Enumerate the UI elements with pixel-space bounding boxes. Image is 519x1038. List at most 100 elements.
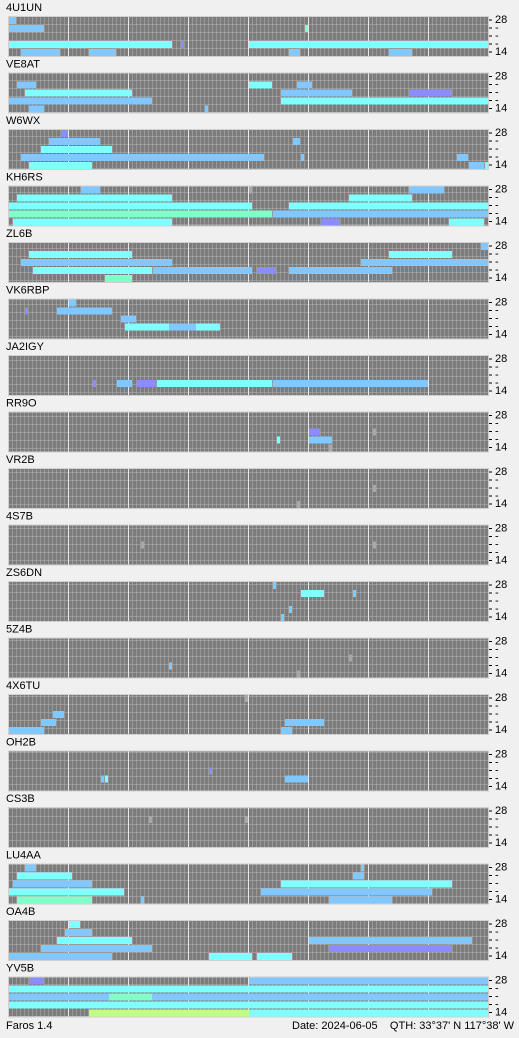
signal-cell [249, 1009, 488, 1017]
band-label: 14 [495, 46, 507, 58]
band-label: - [495, 191, 499, 203]
band-label: 14 [495, 667, 507, 679]
signal-cell [329, 444, 332, 452]
band-label: 28 [495, 861, 507, 873]
beacon-name: OH2B [6, 736, 36, 748]
band-label: 28 [495, 70, 507, 82]
grid-border [8, 72, 489, 114]
band-label: - [495, 772, 499, 784]
band-label: - [495, 369, 499, 381]
signal-cell [29, 251, 132, 258]
signal-cell [297, 81, 312, 89]
signal-cell [273, 210, 488, 218]
qth: QTH: 33°37' N 117°38' W [390, 1020, 515, 1032]
beacon-name: VK6RBP [6, 284, 49, 296]
signal-cell [373, 541, 376, 549]
signal-cell [9, 210, 272, 218]
grid-border [8, 920, 489, 961]
band-label: - [495, 764, 499, 776]
signal-cell [409, 186, 444, 194]
signal-cell [17, 81, 36, 89]
band-label: - [495, 990, 499, 1002]
band-label: - [495, 708, 499, 720]
band-label: - [495, 361, 499, 373]
band-label: - [495, 143, 499, 155]
grid-border [8, 524, 489, 566]
signal-cell [181, 41, 184, 48]
signal-cell [457, 154, 468, 161]
signal-cell [249, 977, 488, 985]
beacon-name: ZL6B [6, 228, 32, 240]
grid-border [8, 581, 489, 622]
signal-cell [57, 307, 112, 315]
band-label: 28 [495, 240, 507, 252]
signal-cell [41, 945, 152, 952]
signal-cell [9, 985, 488, 993]
signal-cell [17, 194, 172, 202]
band-label: 28 [495, 918, 507, 930]
signal-cell [273, 380, 428, 387]
beacon-name: LU4AA [6, 849, 42, 861]
signal-cell [137, 380, 156, 387]
band-label: - [495, 474, 499, 486]
band-label: 28 [495, 409, 507, 421]
band-label: - [495, 312, 499, 324]
band-label: 14 [495, 950, 507, 962]
signal-cell [485, 162, 488, 169]
signal-cell [305, 25, 308, 32]
signal-cell [281, 97, 488, 105]
signal-cell [329, 945, 452, 952]
signal-cell [9, 1001, 488, 1009]
signal-cell [121, 315, 136, 323]
signal-cell [353, 872, 364, 880]
beacon-name: CS3B [6, 793, 35, 805]
signal-cell [25, 307, 28, 315]
signal-cell [13, 218, 172, 226]
beacon-name: 4S7B [6, 510, 33, 522]
signal-cell [29, 105, 44, 113]
band-label: - [495, 546, 499, 558]
band-label: - [495, 433, 499, 445]
grid-border [8, 863, 489, 905]
band-label: 14 [495, 102, 507, 114]
beacon-name: 4U1UN [6, 2, 42, 14]
signal-cell [297, 670, 300, 678]
band-label: - [495, 78, 499, 90]
band-label: - [495, 716, 499, 728]
band-label: - [495, 264, 499, 276]
signal-cell [321, 218, 340, 226]
band-label: 28 [495, 466, 507, 478]
beacon-name: 5Z4B [6, 623, 32, 635]
band-label: - [495, 821, 499, 833]
band-label: - [495, 885, 499, 897]
band-label: - [495, 377, 499, 389]
signal-cell [281, 727, 292, 734]
band-label: - [495, 199, 499, 211]
signal-cell [149, 816, 152, 823]
band-label: - [495, 207, 499, 219]
signal-cell [245, 695, 248, 702]
band-label: 28 [495, 692, 507, 704]
signal-cell [361, 864, 364, 872]
signal-cell [21, 154, 204, 161]
signal-cell [281, 880, 452, 888]
signal-cell [9, 17, 16, 24]
band-label: 14 [495, 159, 507, 171]
signal-cell [373, 485, 376, 492]
beacon-name: YV5B [6, 962, 34, 974]
band-label: - [495, 86, 499, 98]
band-label: - [495, 256, 499, 268]
signal-cell [49, 138, 100, 145]
signal-cell [249, 41, 488, 48]
signal-cell [9, 953, 112, 960]
band-label: 28 [495, 579, 507, 591]
band-label: 14 [495, 272, 507, 284]
band-label: 14 [495, 780, 507, 792]
signal-cell [257, 267, 276, 274]
band-label: - [495, 982, 499, 994]
beacon-name: 4X6TU [6, 680, 40, 692]
band-label: 14 [495, 724, 507, 736]
signal-cell [209, 953, 252, 960]
signal-cell [17, 872, 72, 880]
signal-cell [481, 243, 488, 250]
